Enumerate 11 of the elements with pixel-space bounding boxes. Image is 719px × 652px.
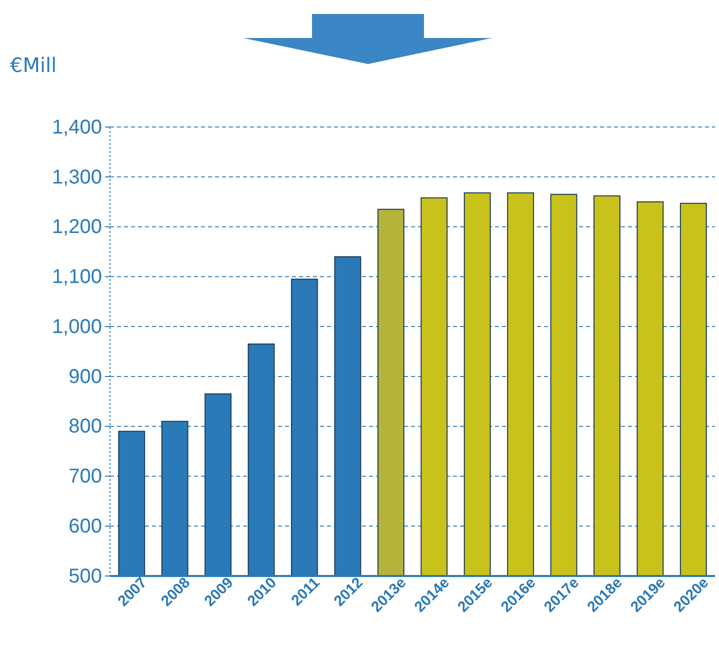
y-tick-label: 1,100 (52, 266, 102, 288)
y-tick-label: 1,300 (52, 166, 102, 188)
y-tick-label: 1,400 (52, 116, 102, 138)
y-tick-label: 700 (68, 466, 102, 488)
y-tick-label: 1,200 (52, 216, 102, 238)
y-tick-label: 900 (68, 366, 102, 388)
y-axis-title: €Mill (10, 53, 57, 77)
y-tick-label: 600 (68, 516, 102, 538)
y-tick-label: 1,000 (52, 316, 102, 338)
y-tick-label: 800 (68, 416, 102, 438)
y-tick-label: 500 (68, 565, 102, 588)
